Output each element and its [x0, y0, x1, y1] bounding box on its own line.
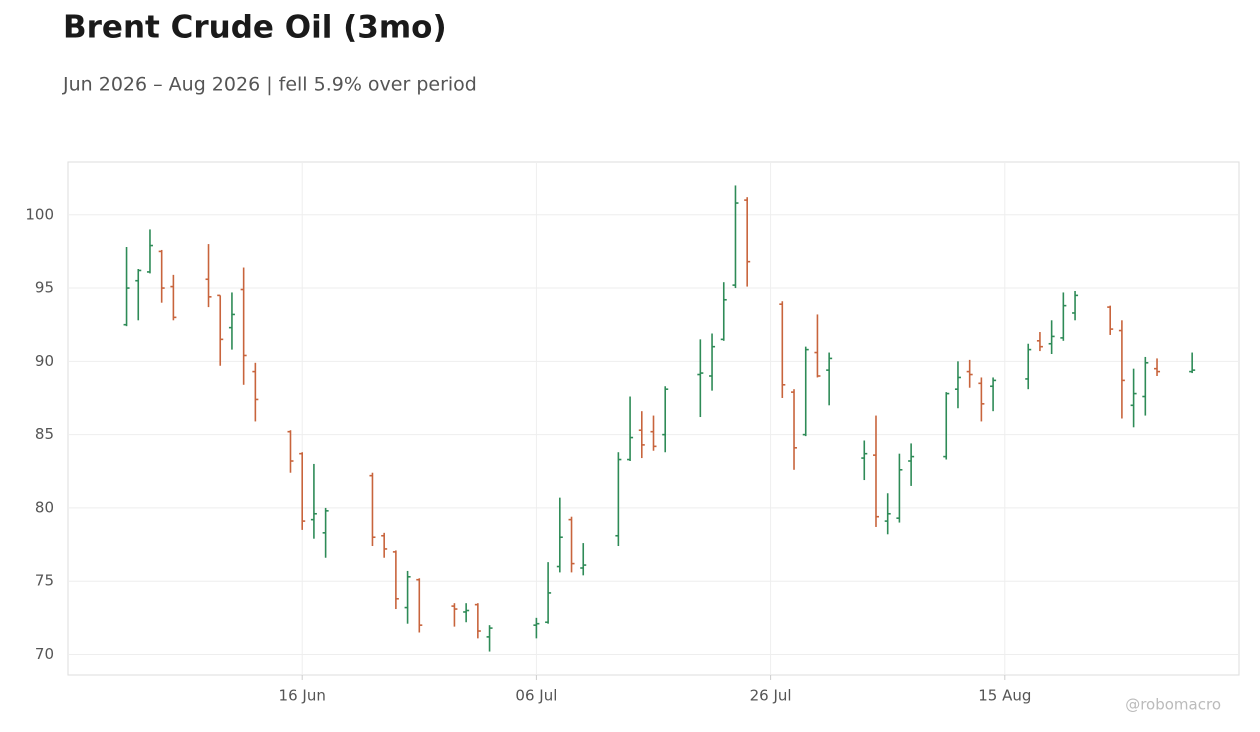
chart-subtitle: Jun 2026 – Aug 2026 | fell 5.9% over per…: [62, 74, 477, 96]
y-tick-label: 85: [35, 425, 54, 443]
y-tick-label: 75: [35, 572, 54, 590]
chart-title: Brent Crude Oil (3mo): [63, 10, 447, 46]
y-tick-label: 70: [35, 645, 54, 663]
y-tick-label: 95: [35, 279, 54, 297]
x-tick-label: 26 Jul: [750, 687, 792, 705]
y-tick-label: 100: [25, 205, 54, 223]
x-tick-label: 06 Jul: [515, 687, 557, 705]
y-tick-label: 80: [35, 498, 54, 516]
x-tick-label: 15 Aug: [978, 687, 1031, 705]
watermark: @robomacro: [1125, 696, 1221, 714]
x-tick-label: 16 Jun: [279, 687, 326, 705]
y-tick-label: 90: [35, 352, 54, 370]
plot-frame: [67, 161, 1240, 676]
